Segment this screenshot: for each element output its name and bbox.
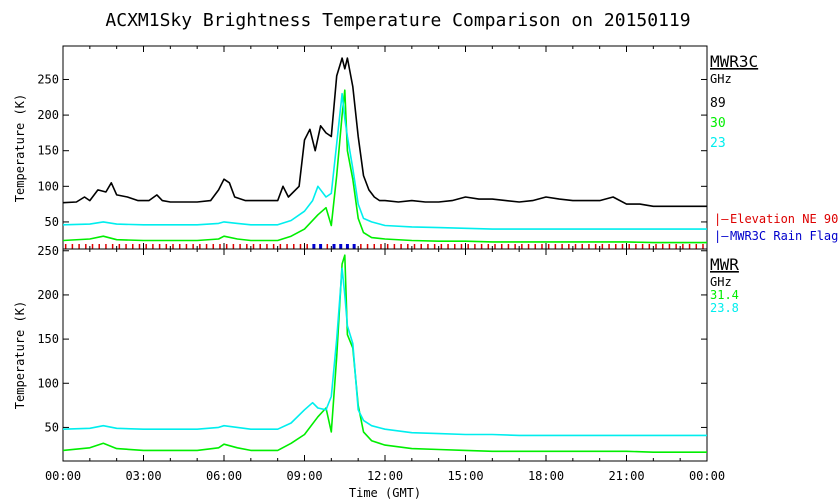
x-tick-label: 21:00 [608, 469, 644, 483]
top-panel: 50 100 150 200 250 Temperature (K) MWR3C GHz… [13, 45, 838, 250]
series-line-31-4 [62, 254, 707, 454]
y-tick-label: 100 [37, 376, 59, 390]
flag-legend: |— Elevation NE 90 |— MWR3C Rain Flag [714, 212, 838, 243]
y-tick-label: 150 [37, 144, 59, 158]
y-tick-label: 100 [37, 179, 59, 193]
y-tick-label: 250 [37, 72, 59, 86]
top-legend-unit: GHz [710, 72, 732, 86]
bottom-legend-entry-31-4: 31.4 [710, 288, 739, 302]
top-legend-entry-89: 89 [710, 96, 726, 111]
x-axis: 00:00 03:00 06:00 09:00 12:00 15:00 18:00 21:00… [45, 469, 725, 483]
bottom-series-lines [62, 254, 707, 454]
bottom-legend-title: MWR [710, 255, 739, 274]
y-tick-label: 150 [37, 332, 59, 346]
y-tick-label: 50 [45, 420, 59, 434]
series-line-23-8 [62, 267, 707, 437]
top-plot-frame [62, 45, 708, 250]
y-tick-label: 250 [37, 244, 59, 258]
top-legend-title: MWR3C [710, 52, 758, 71]
bottom-legend: MWR GHz 31.4 23.8 [710, 255, 739, 315]
x-tick-label: 09:00 [286, 469, 322, 483]
top-flag-markers [64, 244, 704, 249]
y-tick-label: 50 [45, 215, 59, 229]
x-tick-label: 06:00 [206, 469, 242, 483]
series-line-89 [62, 57, 707, 208]
flag-legend-elevation: Elevation NE 90 [730, 212, 838, 226]
bottom-y-axis-label: Temperature (K) [13, 301, 27, 409]
top-legend-entry-30: 30 [710, 116, 726, 131]
bottom-legend-unit: GHz [710, 275, 732, 289]
bottom-panel: 50 100 150 200 250 Temperature (K) MWR GHz 3… [13, 244, 739, 462]
y-tick-label: 200 [37, 108, 59, 122]
top-series-lines [62, 57, 707, 244]
x-axis-label: Time (GMT) [349, 486, 421, 500]
flag-legend-rain-marker: |— [714, 229, 729, 243]
top-y-axis-label: Temperature (K) [13, 94, 27, 202]
top-legend-entry-23: 23 [710, 136, 726, 151]
bottom-legend-entry-23-8: 23.8 [710, 301, 739, 315]
x-tick-label: 00:00 [689, 469, 725, 483]
x-tick-label: 18:00 [528, 469, 564, 483]
flag-legend-elevation-marker: |— [714, 212, 729, 226]
top-legend: MWR3C GHz 89 30 23 [710, 52, 758, 151]
x-tick-label: 15:00 [447, 469, 483, 483]
series-line-23 [62, 92, 707, 230]
bottom-y-axis: 50 100 150 200 250 [37, 244, 708, 461]
chart-title: ACXM1Sky Brightness Temperature Comparis… [105, 10, 690, 31]
x-tick-label: 03:00 [125, 469, 161, 483]
flag-legend-rain: MWR3C Rain Flag [730, 229, 838, 243]
x-tick-label: 00:00 [45, 469, 81, 483]
series-line-30 [62, 89, 707, 244]
top-y-axis: 50 100 150 200 250 [37, 46, 708, 249]
y-tick-label: 200 [37, 288, 59, 302]
x-tick-label: 12:00 [367, 469, 403, 483]
